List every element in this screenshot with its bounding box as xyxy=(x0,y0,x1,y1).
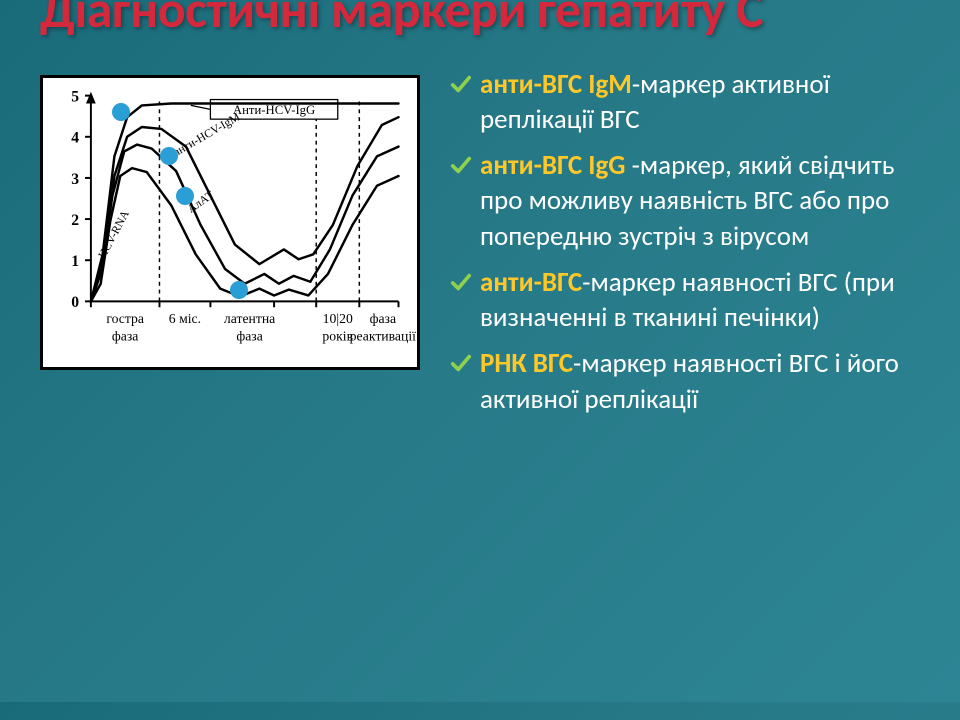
markers-chart: 0 1 2 3 4 5 гостра фаза 6 міс. латентна фаза 10|20 р… xyxy=(40,75,420,370)
svg-text:1: 1 xyxy=(71,253,79,270)
svg-text:4: 4 xyxy=(71,129,79,146)
bullet-highlight: РНК ВГС xyxy=(480,347,573,380)
svg-text:10|20: 10|20 xyxy=(323,311,353,326)
bullet-item: РНК ВГС-маркер наявності ВГС і його акти… xyxy=(450,346,920,417)
svg-text:5: 5 xyxy=(71,88,79,105)
svg-text:анти-HCV-IgM: анти-HCV-IgM xyxy=(171,110,243,159)
svg-text:2: 2 xyxy=(71,212,79,229)
overlay-dot xyxy=(112,103,130,121)
bullet-list: анти-ВГС IgM-маркер активної реплікації … xyxy=(450,53,920,428)
check-icon xyxy=(450,271,472,293)
svg-text:HCV-RNA: HCV-RNA xyxy=(96,207,132,260)
bullet-highlight: анти-ВГС xyxy=(480,266,582,299)
bullet-item: анти-ВГС IgG -маркер, який свідчить про … xyxy=(450,148,920,255)
overlay-dot xyxy=(160,147,178,165)
bullet-text: анти-ВГС-маркер наявності ВГС (при визна… xyxy=(480,265,920,336)
svg-text:6 міс.: 6 міс. xyxy=(169,311,201,326)
svg-text:0: 0 xyxy=(71,294,79,311)
svg-text:років: років xyxy=(322,328,353,343)
check-icon xyxy=(450,73,472,95)
bullet-highlight: анти-ВГС IgM xyxy=(480,68,632,101)
slide-title: Діагностичні маркери гепатиту С xyxy=(40,0,920,37)
overlay-dot xyxy=(230,281,248,299)
bullet-text: РНК ВГС-маркер наявності ВГС і його акти… xyxy=(480,346,920,417)
svg-text:реактивації: реактивації xyxy=(350,328,416,343)
chart-svg: 0 1 2 3 4 5 гостра фаза 6 міс. латентна фаза 10|20 р… xyxy=(43,78,417,367)
bullet-item: анти-ВГС IgM-маркер активної реплікації … xyxy=(450,67,920,138)
overlay-dot xyxy=(176,187,194,205)
bullet-text: анти-ВГС IgM-маркер активної реплікації … xyxy=(480,67,920,138)
chart-column: 0 1 2 3 4 5 гостра фаза 6 міс. латентна фаза 10|20 р… xyxy=(40,53,420,428)
title-block: Діагностичні маркери гепатиту С xyxy=(0,0,960,47)
content-row: 0 1 2 3 4 5 гостра фаза 6 міс. латентна фаза 10|20 р… xyxy=(0,53,960,428)
svg-text:фаза: фаза xyxy=(236,328,262,343)
check-icon xyxy=(450,154,472,176)
bullet-highlight: анти-ВГС IgG xyxy=(480,149,626,182)
svg-text:латентна: латентна xyxy=(224,311,275,326)
svg-text:гостра: гостра xyxy=(106,311,144,326)
svg-text:Анти-HCV-IgG: Анти-HCV-IgG xyxy=(233,103,315,117)
bullet-item: анти-ВГС-маркер наявності ВГС (при визна… xyxy=(450,265,920,336)
slide: Діагностичні маркери гепатиту С 0 1 2 3 4 5 го… xyxy=(0,0,960,702)
svg-text:3: 3 xyxy=(71,170,79,187)
svg-text:фаза: фаза xyxy=(112,328,138,343)
check-icon xyxy=(450,352,472,374)
svg-text:фаза: фаза xyxy=(370,311,396,326)
bullet-text: анти-ВГС IgG -маркер, який свідчить про … xyxy=(480,148,920,255)
